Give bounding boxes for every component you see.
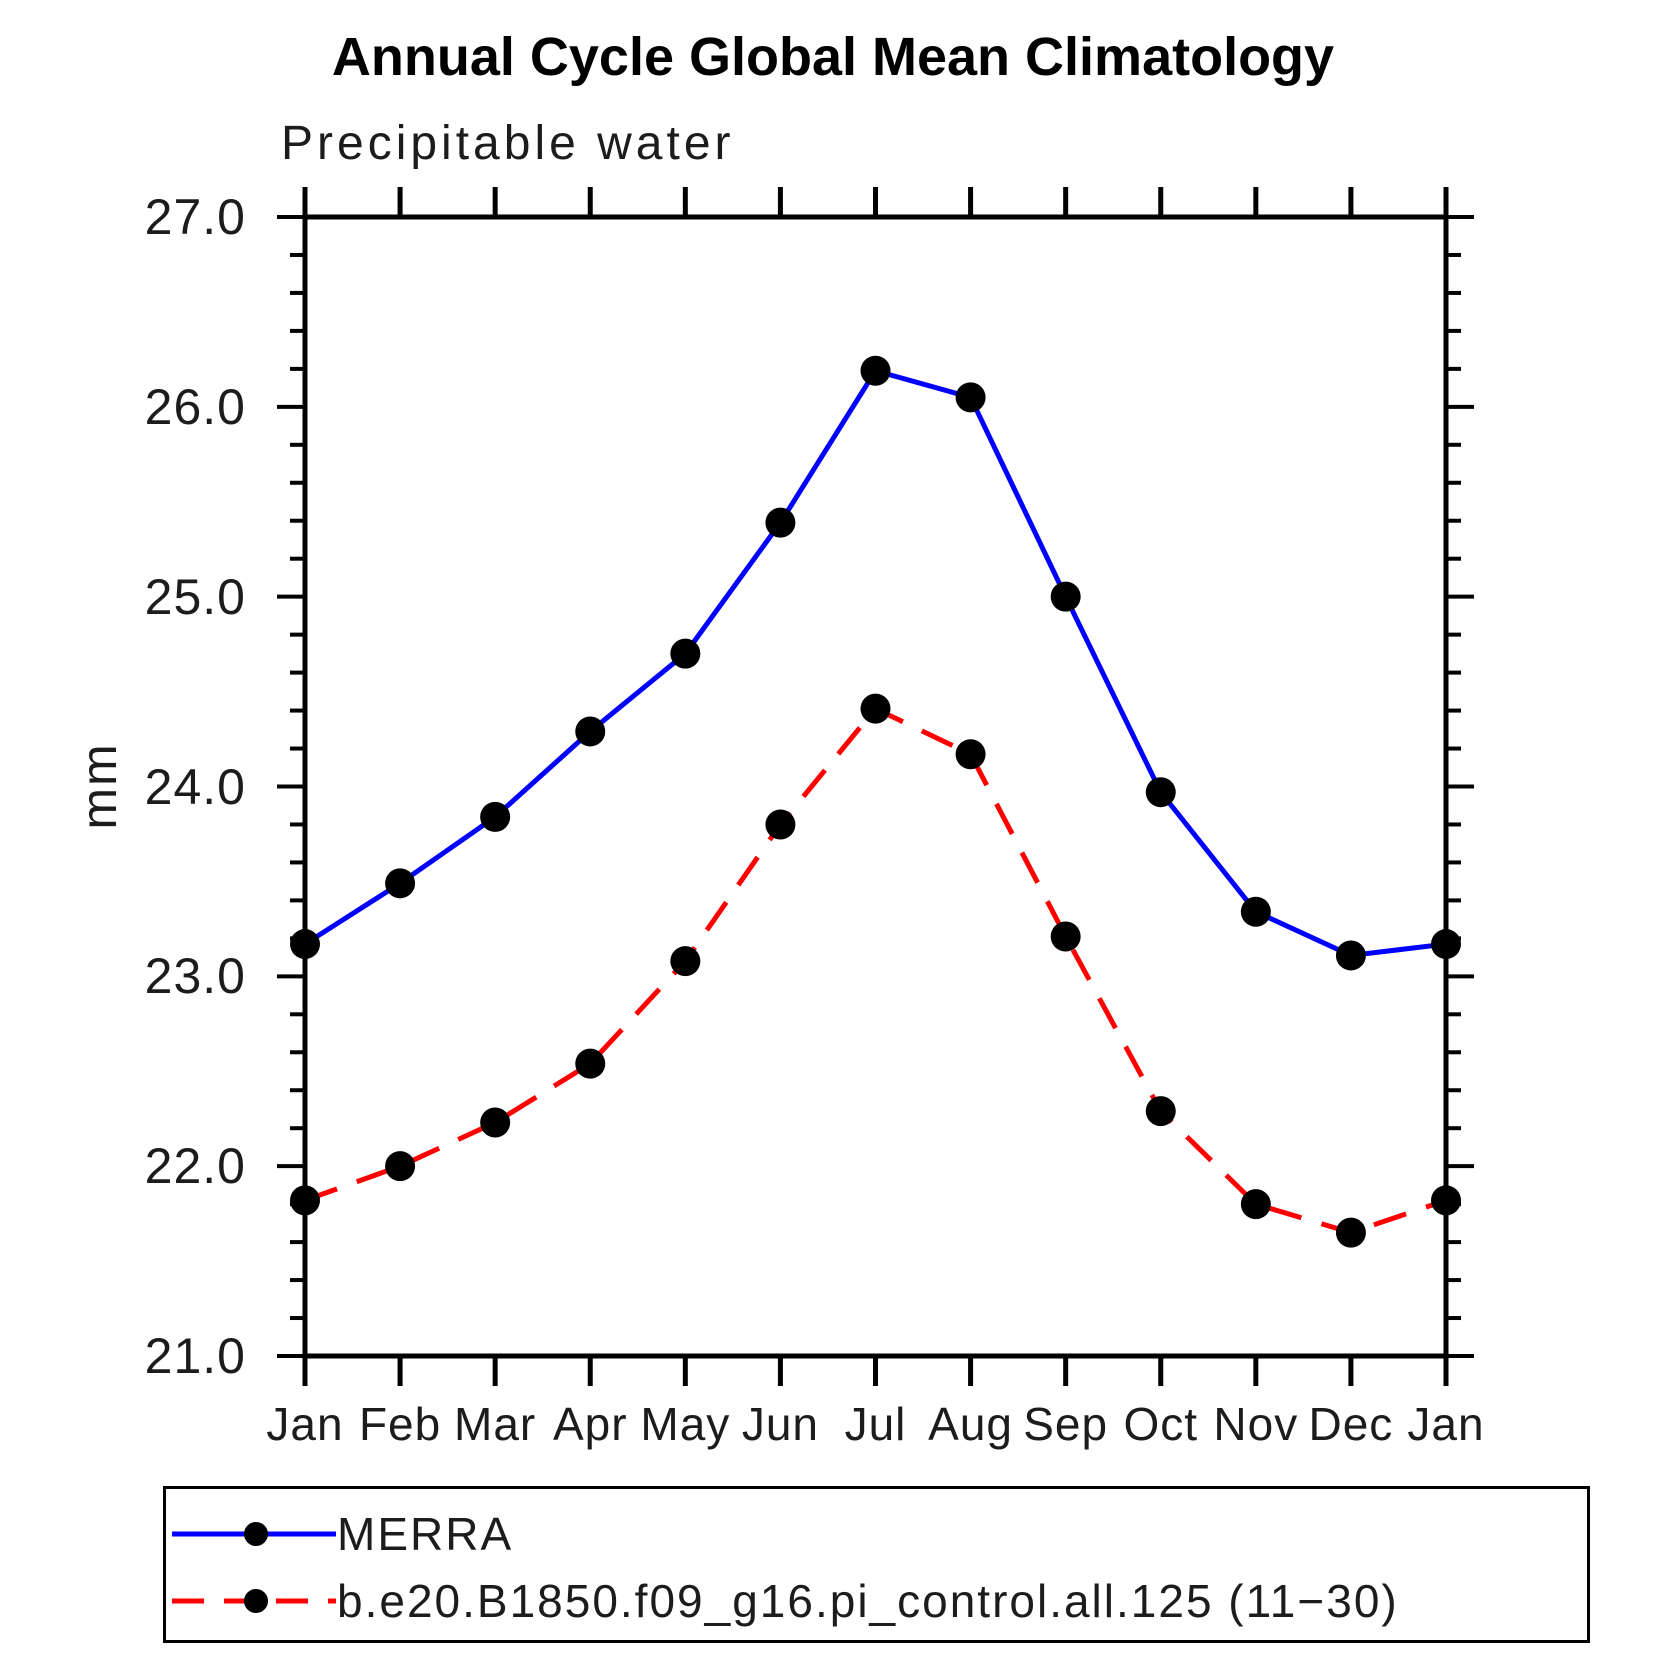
legend-marker-dot (244, 1589, 268, 1613)
data-point-marker (575, 1048, 606, 1079)
legend-label: MERRA (337, 1508, 514, 1560)
legend-item-model: b.e20.B1850.f09_g16.pi_control.all.125 (… (166, 1573, 1587, 1629)
data-point-marker (290, 929, 320, 960)
x-axis-tick-label: Feb (358, 1398, 442, 1450)
data-point-marker (1431, 1185, 1461, 1216)
x-axis-tick-label: Mar (454, 1398, 537, 1450)
data-point-marker (670, 946, 701, 977)
data-point-marker (480, 801, 511, 832)
data-point-marker (860, 693, 891, 724)
x-axis-tick-label: May (640, 1398, 731, 1450)
y-axis-tick-label: 25.0 (144, 568, 246, 625)
x-axis-tick-label: Jan (1407, 1398, 1485, 1450)
data-point-marker (480, 1107, 511, 1138)
data-point-marker (765, 809, 796, 840)
data-point-marker (1050, 581, 1081, 612)
data-point-marker (1431, 929, 1461, 960)
y-axis-tick-label: 27.0 (144, 189, 246, 245)
x-axis-tick-label: Dec (1308, 1398, 1394, 1450)
series-line-model (304, 705, 1447, 1236)
data-point-marker (670, 638, 701, 669)
data-point-marker (955, 739, 986, 770)
chart-title: Annual Cycle Global Mean Climatology (331, 27, 1335, 87)
data-point-marker (1050, 921, 1081, 952)
chart-subtitle: Precipitable water (281, 117, 735, 170)
x-axis-tick-label: Jun (741, 1398, 819, 1450)
y-axis-tick-label: 24.0 (144, 758, 246, 815)
x-axis-tick-label: Sep (1023, 1398, 1109, 1450)
data-point-marker (1335, 940, 1366, 971)
x-axis-tick-label: Jul (844, 1398, 907, 1450)
x-axis-tick-label: Oct (1123, 1398, 1199, 1450)
x-axis-tick-label: Aug (928, 1398, 1013, 1450)
y-axis-tick-label: 21.0 (144, 1328, 246, 1384)
data-point-marker (1240, 896, 1271, 927)
data-point-marker (575, 716, 606, 747)
series-line-merra (303, 367, 1447, 959)
legend: MERRA b.e20.B1850.f09_g16.pi_control.all… (163, 1486, 1590, 1643)
data-point-marker (1145, 1096, 1176, 1127)
legend-item-merra: MERRA (166, 1506, 1587, 1562)
legend-sample-dashed-line (172, 1589, 336, 1613)
data-point-marker (955, 382, 986, 413)
data-point-marker (290, 1185, 320, 1216)
data-point-marker (765, 507, 796, 538)
data-point-marker (385, 868, 416, 899)
x-axis-tick-label: Nov (1213, 1398, 1299, 1450)
data-point-marker (1240, 1189, 1271, 1220)
y-axis-tick-label: 22.0 (144, 1138, 246, 1195)
data-point-marker (1145, 777, 1176, 808)
legend-marker-dot (244, 1522, 268, 1546)
y-axis-tick-label: 23.0 (144, 948, 246, 1005)
x-axis-tick-label: Jan (266, 1398, 344, 1450)
data-point-marker (385, 1151, 416, 1182)
legend-sample-solid-line (172, 1522, 336, 1546)
legend-label: b.e20.B1850.f09_g16.pi_control.all.125 (… (337, 1575, 1399, 1627)
data-point-marker (1335, 1217, 1366, 1248)
x-axis-tick-label: Apr (552, 1398, 628, 1450)
y-axis-tick-label: 26.0 (144, 378, 246, 435)
plot-frame (302, 214, 1449, 1359)
data-point-marker (860, 355, 891, 386)
